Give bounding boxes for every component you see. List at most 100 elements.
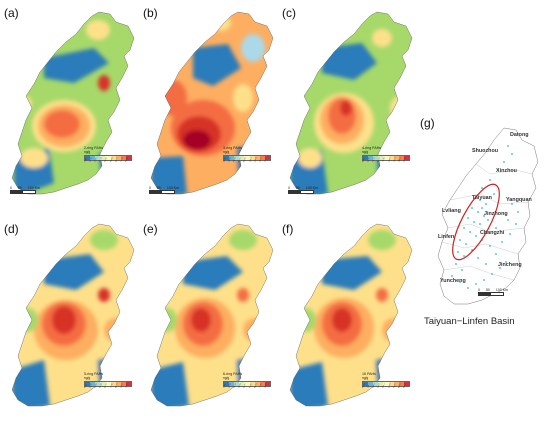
inset-scale-bar: 0 50 100 Km [478, 288, 508, 296]
legend-colorbar-d [84, 381, 132, 387]
legend-colorbar-c [362, 155, 410, 161]
legend-swatch [244, 382, 250, 386]
legend-colorbar-b [223, 155, 271, 161]
map-panel-a: (a) 2-ring PAHs ng/g 2.65-11.1511.16-17.… [4, 6, 139, 203]
legend-swatch [100, 156, 106, 160]
legend-title-f: 16 PAHs [362, 372, 376, 376]
scale-label: 50 [485, 288, 490, 292]
city-yuncheng: Yuncheng [440, 278, 466, 284]
panel-label-d: (d) [4, 222, 19, 236]
legend-swatch [120, 382, 126, 386]
legend-swatch [383, 156, 389, 160]
scale-label: 50 [295, 186, 300, 190]
legend-swatch [244, 156, 250, 160]
legend-swatch [95, 156, 101, 160]
scale-label: 0 [288, 186, 290, 190]
panel-label-e: (e) [143, 222, 158, 236]
scale-label: 0 [478, 288, 480, 292]
legend-swatch [115, 156, 121, 160]
legend-swatch [234, 382, 240, 386]
legend-title-a: 2-ring PAHs [84, 146, 104, 150]
city-linfen: Linfen [438, 234, 455, 240]
map-panel-b: (b) 3-ring PAHs ng/g 13.59-29.6829.69-45… [143, 6, 278, 203]
legend-swatch [249, 156, 255, 160]
legend-title-c: 4-ring PAHs [362, 146, 382, 150]
panel-label-a: (a) [4, 6, 19, 20]
legend-swatch [398, 156, 404, 160]
scale-label: 100 Km [166, 186, 179, 190]
city-changzhi: Changzhi [480, 230, 505, 236]
legend-swatch [363, 156, 369, 160]
scale-label: 50 [156, 186, 161, 190]
city-shuozhou: Shuozhou [472, 148, 499, 154]
legend-swatch [90, 382, 96, 386]
legend-f: 16 PAHs ng/g 46.37-113.71113.72-166.2016… [362, 372, 410, 396]
legend-swatch [105, 382, 111, 386]
city-xinzhou: Xinzhou [496, 168, 517, 174]
legend-swatch [115, 382, 121, 386]
legend-swatch [368, 382, 374, 386]
legend-unit-f: ng/g [362, 376, 369, 380]
legend-swatch [368, 156, 374, 160]
legend-a: 2-ring PAHs ng/g 2.65-11.1511.16-17.6617… [84, 146, 132, 170]
panel-label-g: (g) [420, 116, 435, 130]
panel-label-c: (c) [282, 6, 296, 20]
city-taiyuan: Taiyuan [472, 195, 492, 201]
map-panel-e: (e) 6-ring PAHs ng/g 2.10-10.3810.39-18.… [143, 220, 278, 415]
legend-ticks-f: 46.37-113.71113.72-166.20166.21-224.8022… [362, 383, 410, 396]
scale-bar-c: 0 50 100 Km [288, 186, 318, 194]
legend-e: 6-ring PAHs ng/g 2.10-10.3810.39-18.1118… [223, 372, 271, 396]
legend-unit-e: ng/g [223, 376, 230, 380]
legend-swatch [264, 156, 270, 160]
legend-colorbar-f [362, 381, 410, 387]
scale-label: 100 Km [495, 288, 508, 292]
legend-swatch [224, 382, 230, 386]
map-panel-f: (f) 16 PAHs ng/g 46.37-113.71113.72-166.… [282, 220, 417, 415]
legend-swatch [373, 382, 379, 386]
legend-unit-a: ng/g [84, 150, 91, 154]
scale-label: 100 Km [305, 186, 318, 190]
map-d-svg [11, 223, 135, 407]
legend-swatch [259, 156, 265, 160]
legend-swatch [363, 382, 369, 386]
legend-ticks-b: 13.59-29.6829.69-45.4445.45-61.0661.07-8… [223, 157, 271, 170]
legend-swatch [264, 382, 270, 386]
legend-swatch [378, 382, 384, 386]
map-e-svg [150, 223, 274, 407]
legend-swatch [90, 156, 96, 160]
legend-swatch [110, 156, 116, 160]
legend-swatch [373, 156, 379, 160]
legend-title-b: 3-ring PAHs [223, 146, 243, 150]
legend-title-e: 6-ring PAHs [223, 372, 243, 376]
legend-swatch [388, 382, 394, 386]
city-jinzhong: Jinzhong [484, 211, 508, 217]
legend-swatch [100, 382, 106, 386]
legend-swatch [393, 382, 399, 386]
legend-ticks-c: 6.82-26.4826.49-42.7442.75-60.2360.24-79… [362, 157, 410, 170]
legend-swatch [403, 382, 409, 386]
city-jincheng: Jincheng [498, 262, 522, 268]
scale-bar-b: 0 50 100 Km [149, 186, 179, 194]
city-yangquan: Yangquan [506, 197, 532, 203]
legend-swatch [125, 156, 131, 160]
legend-swatch [259, 382, 265, 386]
legend-swatch [239, 382, 245, 386]
city-datong: Datong [510, 132, 529, 138]
map-panel-c: (c) 4-ring PAHs ng/g 6.82-26.4826.49-42.… [282, 6, 417, 203]
legend-swatch [229, 382, 235, 386]
legend-b: 3-ring PAHs ng/g 13.59-29.6829.69-45.444… [223, 146, 271, 170]
legend-swatch [393, 156, 399, 160]
legend-swatch [254, 156, 260, 160]
city-lvliang: Lvliang [442, 208, 461, 214]
legend-colorbar-a [84, 155, 132, 161]
legend-colorbar-e [223, 381, 271, 387]
legend-swatch [120, 156, 126, 160]
map-b-svg [150, 11, 274, 195]
map-panel-d: (d) 5-ring PAHs ng/g 4.12-14.4714.48-27.… [4, 220, 139, 415]
legend-swatch [85, 382, 91, 386]
scale-label: 100 Km [27, 186, 40, 190]
legend-swatch [403, 156, 409, 160]
inset-map-svg [437, 127, 539, 305]
legend-ticks-a: 2.65-11.1511.16-17.6617.67-24.1824.19-36… [84, 157, 131, 170]
legend-title-d: 5-ring PAHs [84, 372, 104, 376]
